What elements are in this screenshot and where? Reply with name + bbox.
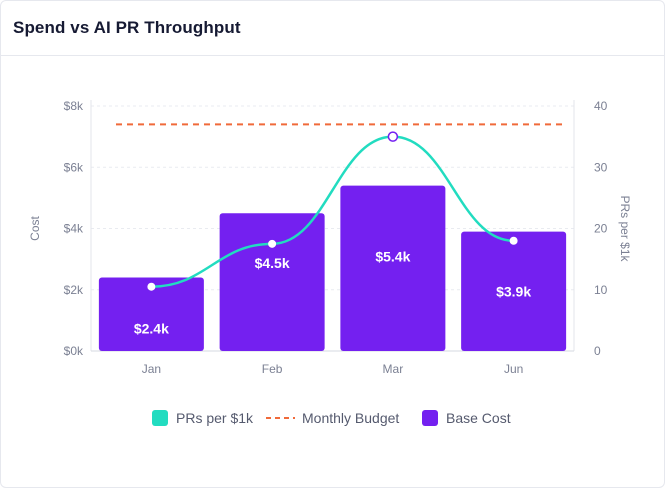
- card-header: Spend vs AI PR Throughput: [1, 1, 664, 56]
- bar-value-label: $4.5k: [255, 255, 290, 271]
- legend-swatch-prs[interactable]: [152, 410, 168, 426]
- bar-value-label: $2.4k: [134, 320, 169, 336]
- prs-line-path: [151, 135, 514, 288]
- prs-line: [147, 131, 518, 291]
- x-tick-label: Jan: [142, 362, 161, 376]
- y-left-tick-label: $6k: [64, 160, 84, 174]
- x-tick-label: Mar: [383, 362, 404, 376]
- bar-value-label: $3.9k: [496, 283, 531, 299]
- prs-line-point[interactable]: [509, 236, 518, 245]
- legend-label-base-cost[interactable]: Base Cost: [446, 410, 511, 426]
- y-left-tick-label: $2k: [64, 283, 84, 297]
- prs-line-point[interactable]: [268, 239, 277, 248]
- bar-base-cost[interactable]: [219, 213, 325, 351]
- bar-base-cost[interactable]: [98, 277, 204, 352]
- legend: PRs per $1k Monthly Budget Base Cost: [152, 410, 511, 426]
- legend-label-budget[interactable]: Monthly Budget: [302, 410, 399, 426]
- y-left-tick-label: $4k: [64, 222, 84, 236]
- chart-title: Spend vs AI PR Throughput: [13, 18, 241, 37]
- legend-label-prs[interactable]: PRs per $1k: [176, 410, 254, 426]
- x-tick-label: Feb: [262, 362, 283, 376]
- bar-base-cost[interactable]: [461, 231, 567, 351]
- bars: [98, 185, 567, 352]
- y-left-tick-label: $8k: [64, 99, 84, 113]
- bar-base-cost[interactable]: [340, 185, 446, 351]
- y-right-tick-label: 40: [594, 99, 608, 113]
- y-right-tick-label: 10: [594, 283, 608, 297]
- x-tick-label: Jun: [504, 362, 523, 376]
- bar-labels: $2.4k $4.5k $5.4k $3.9k: [134, 248, 531, 336]
- y-right-tick-label: 20: [594, 222, 608, 236]
- y-left-tick-label: $0k: [64, 344, 84, 358]
- axes: $0k $2k $4k $6k $8k 0 10 20 30 40 Cost PRs per $1k J…: [28, 99, 632, 376]
- y-right-tick-label: 30: [594, 160, 608, 174]
- bar-value-label: $5.4k: [375, 248, 410, 264]
- y-right-tick-label: 0: [594, 344, 601, 358]
- legend-swatch-base-cost[interactable]: [422, 410, 438, 426]
- y-left-axis-title: Cost: [28, 216, 42, 241]
- prs-line-point[interactable]: [147, 282, 156, 291]
- prs-line-point[interactable]: [387, 131, 399, 142]
- y-right-axis-title: PRs per $1k: [618, 195, 632, 262]
- chart-svg: $0k $2k $4k $6k $8k 0 10 20 30 40 Cost PRs per $1k J…: [28, 99, 632, 426]
